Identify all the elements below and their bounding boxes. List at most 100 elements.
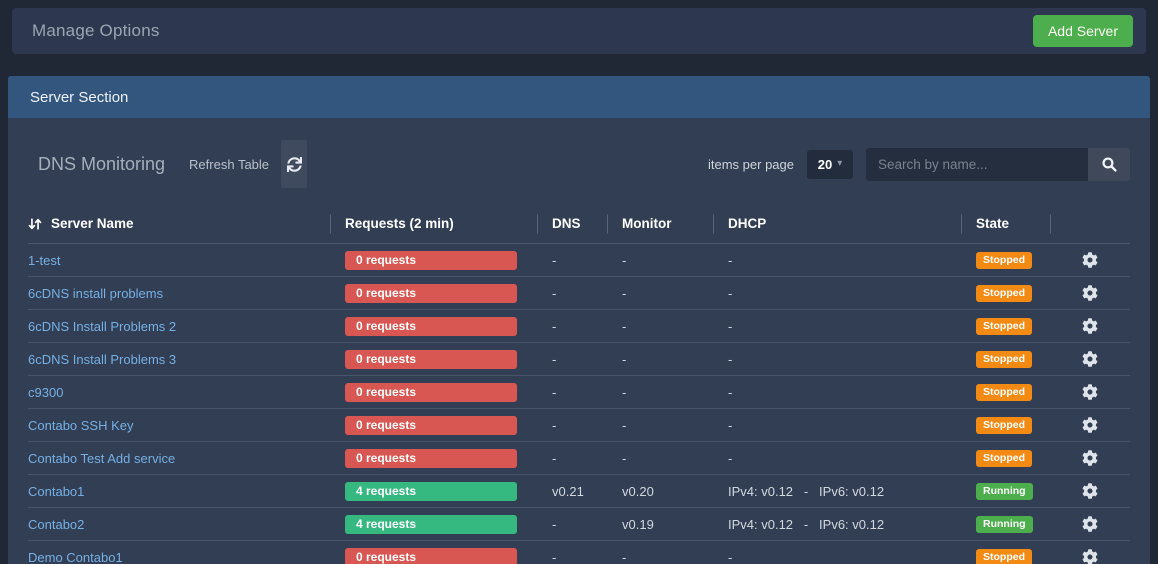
state-cell: Stopped [961, 251, 1050, 269]
server-settings-button[interactable] [1082, 483, 1098, 499]
server-section-panel: Server Section DNS Monitoring Refresh Ta… [8, 76, 1150, 564]
server-settings-button[interactable] [1082, 285, 1098, 301]
requests-cell: 4 requests [330, 514, 537, 534]
server-name-cell: c9300 [28, 385, 330, 400]
dns-cell: - [552, 549, 557, 564]
state-badge: Stopped [976, 251, 1032, 269]
column-header-dns[interactable]: DNS [537, 216, 607, 231]
page-title: Manage Options [32, 21, 160, 40]
refresh-table-label: Refresh Table [189, 156, 270, 172]
state-cell: Stopped [961, 548, 1050, 564]
server-name-link[interactable]: Contabo Test Add service [28, 450, 176, 466]
dns-cell: - [552, 285, 557, 301]
server-settings-button[interactable] [1082, 318, 1098, 334]
dns-cell: v0.21 [552, 483, 584, 499]
items-per-page-value: 20 [817, 156, 833, 172]
state-cell: Stopped [961, 350, 1050, 368]
server-name-link[interactable]: 6cDNS Install Problems 2 [28, 318, 177, 334]
dhcp-cell: - [728, 384, 733, 400]
requests-badge: 4 requests [345, 514, 517, 534]
monitor-cell: - [622, 417, 627, 433]
table-row: Contabo Test Add service 0 requests - - … [28, 442, 1130, 475]
table-body: 1-test 0 requests - - - Stopped 6cDNS in… [28, 244, 1130, 564]
dhcp-cell: - [728, 417, 733, 433]
search-icon [1101, 156, 1118, 173]
dhcp-cell: - [728, 549, 733, 564]
state-badge: Stopped [976, 383, 1032, 401]
server-settings-button[interactable] [1082, 450, 1098, 466]
server-name-cell: 1-test [28, 253, 330, 268]
table-row: 6cDNS install problems 0 requests - - - … [28, 277, 1130, 310]
gear-icon [1082, 351, 1098, 367]
dns-monitoring-heading: DNS Monitoring [38, 153, 166, 174]
add-server-button[interactable]: Add Server [1032, 15, 1133, 47]
actions-cell [1050, 351, 1130, 367]
dns-cell: - [552, 252, 557, 268]
server-name-cell: Demo Contabo1 [28, 550, 330, 564]
requests-cell: 0 requests [330, 547, 537, 564]
table-row: Demo Contabo1 0 requests - - - Stopped [28, 541, 1130, 564]
state-badge: Stopped [976, 317, 1032, 335]
sort-up-down-icon[interactable] [28, 217, 42, 231]
requests-cell: 4 requests [330, 481, 537, 501]
search-button[interactable] [1088, 147, 1130, 181]
requests-cell: 0 requests [330, 415, 537, 435]
server-name-link[interactable]: Demo Contabo1 [28, 549, 123, 564]
table-row: Contabo SSH Key 0 requests - - - Stopped [28, 409, 1130, 442]
actions-cell [1050, 252, 1130, 268]
refresh-table-button[interactable] [281, 140, 308, 188]
state-badge: Stopped [976, 449, 1032, 467]
state-badge: Stopped [976, 416, 1032, 434]
server-settings-button[interactable] [1082, 252, 1098, 268]
state-cell: Running [961, 515, 1050, 533]
column-header-server-name[interactable]: Server Name [28, 216, 330, 231]
state-badge: Stopped [976, 350, 1032, 368]
state-cell: Stopped [961, 449, 1050, 467]
search-input[interactable] [866, 147, 1088, 181]
requests-cell: 0 requests [330, 316, 537, 336]
actions-cell [1050, 450, 1130, 466]
actions-cell [1050, 549, 1130, 564]
server-name-link[interactable]: Contabo1 [28, 483, 85, 499]
dns-cell: - [552, 417, 557, 433]
monitor-cell: - [622, 285, 627, 301]
server-settings-button[interactable] [1082, 516, 1098, 532]
monitor-cell: - [622, 549, 627, 564]
server-name-link[interactable]: Contabo2 [28, 516, 85, 532]
actions-cell [1050, 318, 1130, 334]
server-settings-button[interactable] [1082, 384, 1098, 400]
server-settings-button[interactable] [1082, 417, 1098, 433]
server-name-link[interactable]: 6cDNS Install Problems 3 [28, 351, 177, 367]
requests-badge: 0 requests [345, 250, 517, 270]
requests-cell: 0 requests [330, 349, 537, 369]
requests-cell: 0 requests [330, 283, 537, 303]
server-name-cell: 6cDNS Install Problems 3 [28, 352, 330, 367]
server-name-link[interactable]: c9300 [28, 384, 64, 400]
server-name-link[interactable]: 1-test [28, 252, 61, 268]
requests-badge: 0 requests [345, 382, 517, 402]
server-name-link[interactable]: 6cDNS install problems [28, 285, 164, 301]
column-header-state[interactable]: State [961, 216, 1050, 231]
monitor-cell: - [622, 252, 627, 268]
actions-cell [1050, 417, 1130, 433]
requests-badge: 4 requests [345, 481, 517, 501]
gear-icon [1082, 516, 1098, 532]
dhcp-cell: IPv4: v0.12 - IPv6: v0.12 [728, 483, 885, 499]
chevron-down-icon: ▾ [837, 158, 843, 169]
dhcp-cell: - [728, 285, 733, 301]
column-header-dhcp[interactable]: DHCP [713, 216, 961, 231]
server-name-link[interactable]: Contabo SSH Key [28, 417, 134, 433]
refresh-icon [286, 156, 302, 172]
server-name-cell: 6cDNS Install Problems 2 [28, 319, 330, 334]
column-header-requests[interactable]: Requests (2 min) [330, 216, 537, 231]
gear-icon [1082, 483, 1098, 499]
table-row: 1-test 0 requests - - - Stopped [28, 244, 1130, 277]
server-settings-button[interactable] [1082, 351, 1098, 367]
column-header-monitor[interactable]: Monitor [607, 216, 713, 231]
items-per-page-select[interactable]: 20 ▾ [807, 149, 853, 179]
server-settings-button[interactable] [1082, 549, 1098, 564]
dhcp-cell: - [728, 318, 733, 334]
items-per-page-label: items per page [708, 156, 794, 172]
monitor-cell: - [622, 318, 627, 334]
search-group [866, 147, 1130, 181]
